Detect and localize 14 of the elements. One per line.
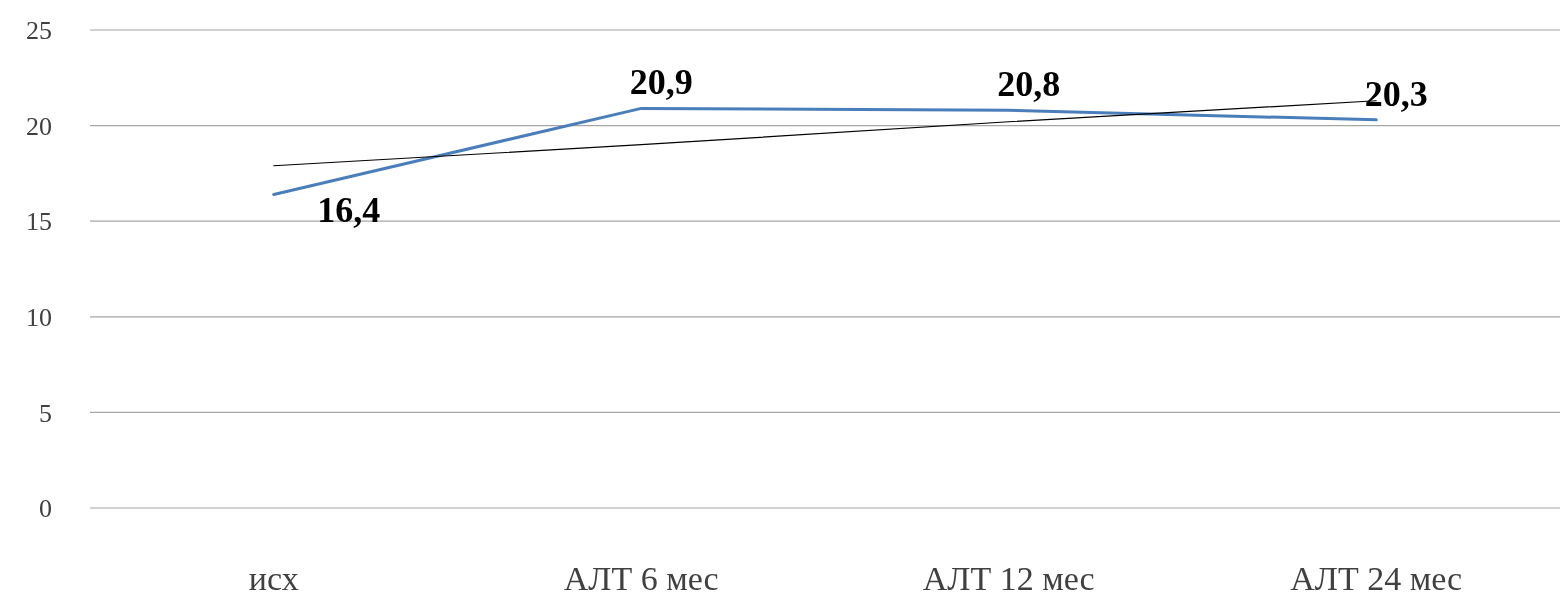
y-tick-label: 20 <box>26 111 52 141</box>
data-label: 20,9 <box>629 62 693 103</box>
data-label: 20,3 <box>1364 73 1428 114</box>
x-tick-label: АЛТ 6 мес <box>563 560 719 597</box>
x-tick-label: исх <box>248 560 299 597</box>
y-tick-label: 25 <box>26 16 52 46</box>
y-tick-label: 15 <box>26 207 52 237</box>
x-tick-label: АЛТ 12 мес <box>922 560 1095 597</box>
data-label: 16,4 <box>317 190 381 231</box>
y-tick-label: 10 <box>26 302 52 332</box>
data-label: 20,8 <box>997 64 1061 105</box>
y-tick-label: 5 <box>39 398 52 428</box>
y-tick-label: 0 <box>39 494 52 524</box>
x-tick-label: АЛТ 24 мес <box>1290 560 1463 597</box>
